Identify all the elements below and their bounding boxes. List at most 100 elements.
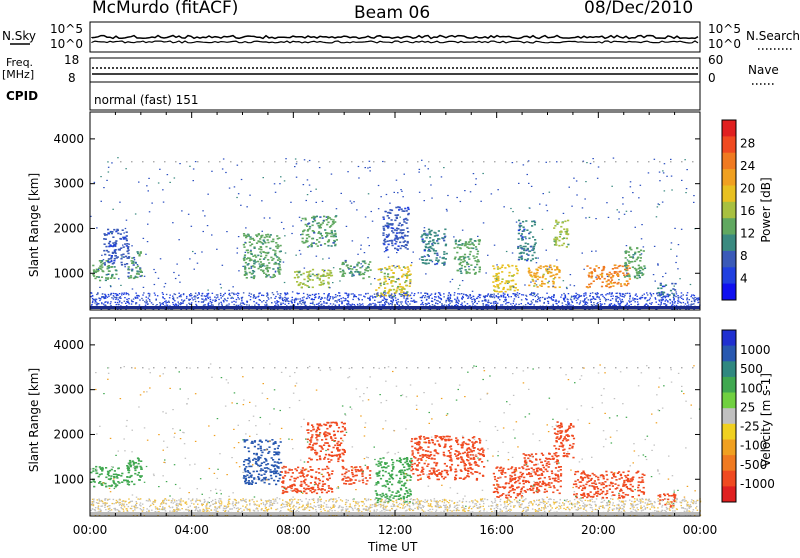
power-ground-echo [111, 297, 113, 298]
power-ground-echo [149, 301, 151, 302]
vel-cell [355, 469, 357, 471]
power-ground-echo [475, 301, 477, 302]
vel-cell [279, 474, 281, 476]
power-cell [472, 255, 474, 257]
power-cell [321, 283, 323, 285]
power-cell [507, 289, 509, 291]
power-ground-echo [350, 304, 352, 305]
vel-cell [249, 473, 251, 475]
power-cell [101, 266, 103, 268]
power-ground-echo [593, 302, 595, 303]
power-ground-echo [339, 292, 341, 293]
power-ground-echo [663, 296, 665, 297]
power-cell [320, 227, 322, 229]
power-cell [319, 279, 321, 281]
power-ground-echo [612, 298, 614, 299]
cpid-value: normal (fast) 151 [94, 93, 198, 107]
vel-cell [330, 436, 332, 438]
power-ground-echo [182, 303, 184, 304]
power-cell [392, 228, 394, 230]
power-ground-echo [450, 298, 452, 299]
power-cell [117, 229, 119, 231]
vel-cell [404, 458, 406, 460]
power-ground-echo [622, 299, 624, 300]
power-ground-echo [517, 295, 519, 296]
power-ground-echo [392, 296, 394, 297]
power-echo [163, 202, 165, 203]
power-echo [422, 240, 424, 241]
power-ground-echo [677, 303, 679, 304]
power-ground-echo [421, 303, 423, 304]
power-cell [387, 215, 389, 217]
power-ground-echo [125, 303, 127, 304]
power-ground-echo [675, 296, 677, 297]
power-ground-echo [332, 296, 334, 297]
power-ground-echo [203, 300, 205, 301]
power-ground-echo [320, 301, 322, 302]
power-cell [245, 235, 247, 237]
power-ground-echo [443, 296, 445, 297]
power-cell [243, 246, 245, 248]
power-cell [389, 277, 391, 279]
power-echo [108, 167, 110, 168]
power-echo [566, 287, 568, 288]
power-cell [406, 244, 408, 246]
power-cell [140, 252, 142, 254]
power-cap-dot [560, 161, 562, 162]
power-ground-echo [148, 298, 150, 299]
power-echo [160, 258, 162, 259]
power-ground-echo [237, 297, 239, 298]
vel-cell [323, 444, 325, 446]
vel-cell [127, 467, 129, 469]
power-cell [555, 221, 557, 223]
power-cap-dot [164, 161, 166, 162]
vel-cell [310, 487, 312, 489]
vel-cell [289, 485, 291, 487]
power-cell [595, 265, 597, 267]
power-cell [395, 235, 397, 237]
power-echo [149, 211, 151, 212]
power-ground-echo [674, 302, 676, 303]
power-cell [515, 283, 517, 285]
power-cell [257, 261, 259, 263]
power-cell [628, 274, 630, 276]
vel-cell [126, 465, 128, 467]
power-cell [131, 269, 133, 271]
power-echo [237, 165, 239, 166]
vel-cell [292, 490, 294, 492]
power-ground-echo [544, 302, 546, 303]
power-ground-echo [693, 298, 695, 299]
power-ground-echo [149, 295, 151, 296]
vel-cell [315, 434, 317, 436]
power-cell [397, 239, 399, 241]
vel-cell [380, 461, 382, 463]
power-ground-echo [318, 303, 320, 304]
vel-cell [342, 467, 344, 469]
power-ground-echo [563, 299, 565, 300]
power-cell [113, 229, 115, 231]
power-cap-dot [362, 161, 364, 162]
power-cell [384, 276, 386, 278]
vel-cell [137, 457, 139, 459]
power-echo [530, 282, 532, 283]
power-cell [246, 274, 248, 276]
vel-cell [407, 463, 409, 465]
vel-cell [315, 431, 317, 433]
vel-cell [307, 485, 309, 487]
power-ground-echo [659, 293, 661, 294]
power-echo [285, 252, 287, 253]
power-ground-echo [335, 296, 337, 297]
power-cell [114, 255, 116, 257]
power-ground-echo [120, 298, 122, 299]
power-ground-echo [404, 296, 406, 297]
power-cell [115, 240, 117, 242]
power-echo [388, 257, 390, 258]
power-cell [628, 260, 630, 262]
power-ground-echo [431, 300, 433, 301]
power-cell [112, 274, 114, 276]
power-ground-echo [465, 294, 467, 295]
power-echo [316, 274, 318, 275]
power-ground-echo [583, 301, 585, 302]
vel-cell [289, 479, 291, 481]
power-ground-echo [212, 305, 214, 306]
